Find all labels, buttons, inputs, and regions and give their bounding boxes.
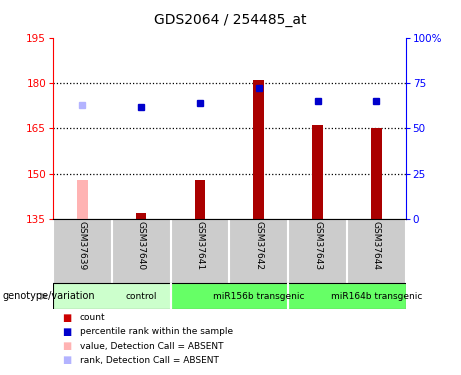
Text: ■: ■ (62, 327, 71, 337)
Text: ■: ■ (62, 341, 71, 351)
Bar (371, 129, 382, 219)
Bar (288, 283, 406, 309)
Text: GDS2064 / 254485_at: GDS2064 / 254485_at (154, 13, 307, 27)
Text: percentile rank within the sample: percentile rank within the sample (80, 327, 233, 336)
Bar (171, 283, 288, 309)
Text: miR164b transgenic: miR164b transgenic (331, 292, 422, 301)
Bar (254, 80, 264, 219)
Text: miR156b transgenic: miR156b transgenic (213, 292, 304, 301)
Text: GSM37639: GSM37639 (78, 221, 87, 270)
Text: control: control (125, 292, 157, 301)
Bar (312, 125, 323, 219)
Text: GSM37642: GSM37642 (254, 221, 263, 270)
Text: value, Detection Call = ABSENT: value, Detection Call = ABSENT (80, 342, 223, 351)
Bar (195, 180, 205, 219)
Text: GSM37644: GSM37644 (372, 221, 381, 270)
Text: GSM37641: GSM37641 (195, 221, 205, 270)
Text: count: count (80, 313, 106, 322)
Text: ■: ■ (62, 356, 71, 365)
Bar (136, 213, 147, 219)
Bar (53, 283, 171, 309)
Text: rank, Detection Call = ABSENT: rank, Detection Call = ABSENT (80, 356, 219, 365)
Text: genotype/variation: genotype/variation (2, 291, 95, 301)
Text: ■: ■ (62, 313, 71, 322)
Text: GSM37640: GSM37640 (136, 221, 146, 270)
Bar (77, 180, 88, 219)
Text: GSM37643: GSM37643 (313, 221, 322, 270)
